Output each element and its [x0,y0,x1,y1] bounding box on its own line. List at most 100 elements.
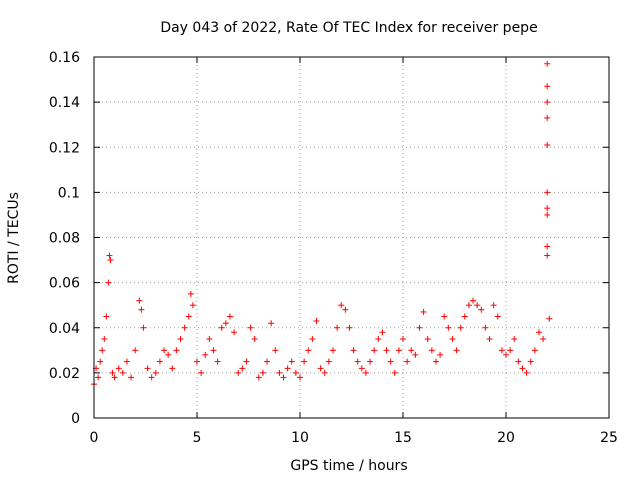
chart-title: Day 043 of 2022, Rate Of TEC Index for r… [160,20,537,36]
data-point [350,347,357,354]
data-point [115,365,122,372]
data-point [428,347,435,354]
data-point [544,141,551,148]
data-point [470,297,477,304]
data-point [226,313,233,320]
x-tick-label: 10 [291,430,309,446]
x-axis-label: GPS time / hours [290,458,407,474]
data-point [206,336,213,343]
y-tick-label: 0.14 [49,95,80,111]
data-point [519,365,526,372]
data-point [416,324,423,331]
data-point [198,369,205,376]
data-point [313,317,320,324]
data-point [544,83,551,90]
data-point [453,347,460,354]
data-point [325,358,332,365]
data-point [395,347,402,354]
data-point [346,324,353,331]
data-point [161,347,168,354]
data-point [540,336,547,343]
data-point [511,336,518,343]
data-point [247,324,254,331]
data-point [354,358,361,365]
data-point [486,336,493,343]
data-point [264,358,271,365]
data-point [119,369,126,376]
data-point [507,347,514,354]
data-point [181,324,188,331]
data-point [222,320,229,327]
data-point [235,369,242,376]
y-tick-label: 0.06 [49,276,80,292]
data-point [144,365,151,372]
data-point [408,347,415,354]
data-point [148,374,155,381]
data-point [255,374,262,381]
data-point [461,313,468,320]
data-point [544,99,551,106]
data-point [482,324,489,331]
data-point [387,358,394,365]
data-point [498,347,505,354]
data-point [321,369,328,376]
data-point [478,306,485,313]
data-point [494,313,501,320]
data-point [465,302,472,309]
data-point [342,306,349,313]
data-point [202,351,209,358]
data-point [503,351,509,358]
data-point [437,351,444,358]
data-point [420,308,427,315]
data-point [138,306,145,313]
data-point [457,324,464,331]
data-point [292,369,299,376]
x-tick-label: 5 [193,430,202,446]
data-point [544,189,551,196]
data-point [132,347,139,354]
data-point [169,365,176,372]
y-tick-label: 0.1 [58,185,80,201]
grid-lines [94,57,609,418]
y-axis-label: ROTI / TECUs [6,192,22,284]
data-point [140,324,147,331]
data-point [152,369,159,376]
data-point [128,374,135,381]
data-point [400,336,406,343]
data-point [309,336,316,343]
data-point [383,347,390,354]
data-point [210,347,217,354]
data-point [231,329,238,336]
data-point [109,369,116,376]
data-point [136,297,143,304]
data-point [544,252,551,259]
y-tick-labels: 0 0.02 0.04 0.06 0.08 0.1 0.12 0.14 0.16 [49,50,80,427]
data-point [259,369,266,376]
data-point [101,336,108,343]
x-tick-label: 20 [497,430,515,446]
data-point [338,302,345,309]
y-tick-label: 0.02 [49,366,80,382]
data-point [490,302,497,309]
data-point [391,369,398,376]
x-tick-labels: 0 5 10 15 20 25 [90,430,618,446]
x-tick-label: 25 [600,430,618,446]
data-point [194,358,200,365]
data-point [301,358,308,365]
data-point [544,205,551,212]
data-point [103,313,110,320]
x-tick-label: 15 [394,430,412,446]
data-point [379,329,386,336]
y-tick-label: 0 [71,411,80,427]
data-point [305,347,312,354]
data-point [297,374,303,381]
data-point [105,279,112,286]
data-point [544,114,551,121]
data-point [424,336,431,343]
data-point [165,351,172,358]
data-point [432,358,439,365]
plot-frame [93,56,610,419]
y-tick-label: 0.16 [49,50,80,66]
